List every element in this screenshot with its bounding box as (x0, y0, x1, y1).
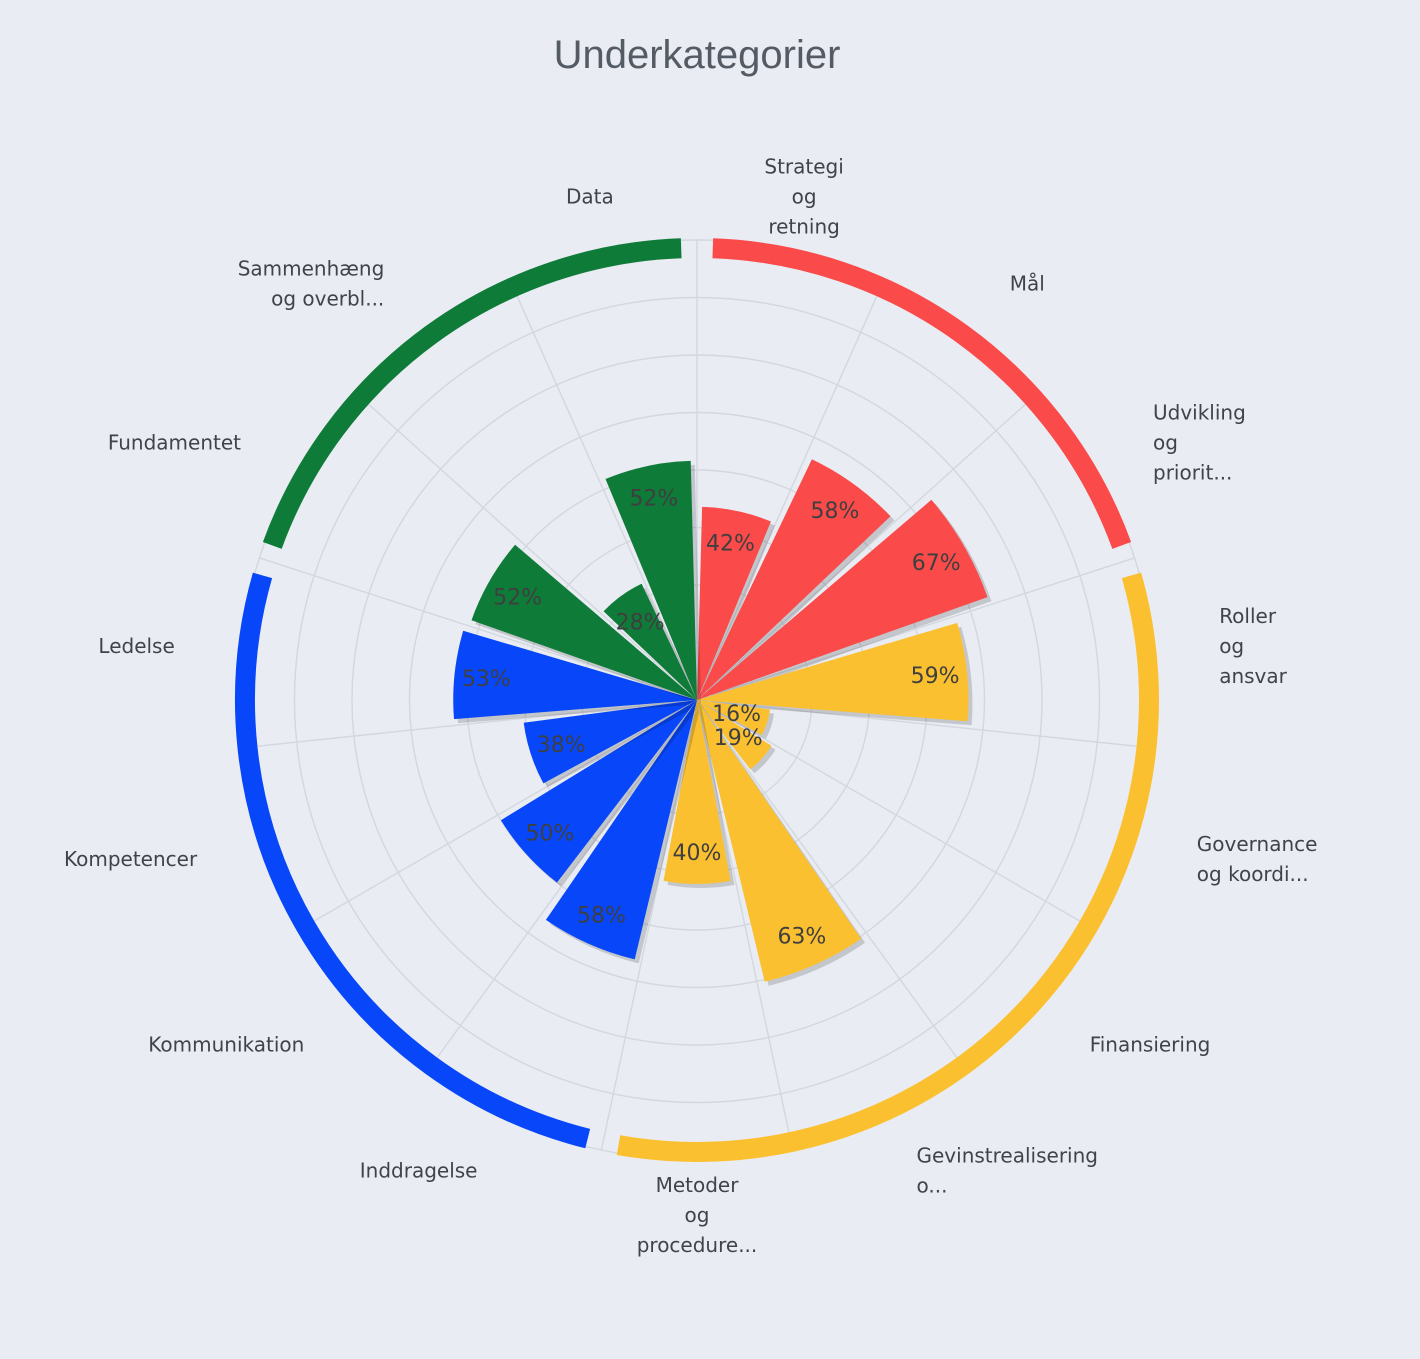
value-label-12: 53% (462, 667, 511, 692)
bar-14[interactable] (603, 583, 697, 700)
category-label-4: Roller og ansvar (1219, 604, 1287, 688)
bar-10[interactable] (500, 700, 697, 883)
bar-9[interactable] (545, 700, 697, 960)
grid-spoke (696, 699, 1155, 749)
grid-spoke (426, 699, 698, 1073)
group-ring-arc-blue (234, 572, 591, 1149)
grid-spoke (600, 699, 698, 1151)
value-label-7: 63% (777, 925, 826, 950)
value-label-5: 16% (712, 702, 761, 727)
value-label-10: 50% (525, 822, 574, 847)
chart-title: Underkategorier (554, 33, 841, 77)
grid-spoke (696, 557, 1135, 701)
bar-series (453, 459, 992, 986)
grid-spoke (696, 699, 794, 1151)
grid-spoke (509, 279, 698, 701)
grid-spoke (354, 391, 698, 701)
category-label-13: Fundamentet (108, 431, 241, 455)
value-label-14: 28% (616, 611, 665, 636)
value-label-6: 19% (714, 726, 763, 751)
category-label-15: Data (566, 184, 614, 208)
value-label-9: 58% (577, 904, 626, 929)
bar-15[interactable] (605, 460, 698, 700)
bar-1[interactable] (697, 506, 771, 700)
grid-spoke (239, 699, 698, 749)
value-label-15: 52% (629, 486, 678, 511)
category-label-5: Governance og koordi... (1197, 832, 1318, 886)
value-label-11: 38% (537, 733, 586, 758)
bar-11[interactable] (523, 700, 697, 784)
bar-7[interactable] (697, 700, 862, 982)
category-label-9: Inddragelse (360, 1159, 478, 1183)
grid-spoke (696, 699, 1096, 931)
category-labels: Strategi og retning Mål Udvikling og priorit..… (64, 154, 1317, 1257)
bar-4[interactable] (697, 622, 969, 722)
value-label-4: 59% (911, 664, 960, 689)
value-label-13: 52% (493, 585, 542, 610)
category-label-2: Mål (1010, 271, 1045, 295)
value-label-1: 42% (706, 531, 755, 556)
polar-grid (236, 239, 1158, 1161)
bar-12[interactable] (453, 630, 697, 720)
group-ring-arc-yellow (616, 572, 1159, 1162)
grid-spoke (298, 699, 698, 931)
bar-3[interactable] (697, 499, 988, 700)
group-ring-arc-green (262, 238, 682, 549)
value-labels: 42% 58% 67% 59% 16%19% 63% 40% 58% 50% 38% 53% 52% 2… (462, 486, 961, 949)
group-ring-arc-red (712, 238, 1132, 549)
category-label-6: Finansiering (1090, 1033, 1211, 1057)
category-label-8: Metoder og procedure... (637, 1173, 758, 1257)
category-label-7: Gevinstrealisering o... (917, 1144, 1098, 1198)
grid-spoke (696, 699, 968, 1073)
grid-spoke (696, 279, 885, 701)
bar-13[interactable] (471, 544, 698, 700)
grid-spoke (696, 391, 1040, 701)
value-label-2: 58% (811, 499, 860, 524)
category-label-10: Kommunikation (148, 1033, 304, 1057)
category-label-12: Ledelse (98, 634, 174, 658)
category-label-3: Udvikling og priorit... (1153, 401, 1246, 485)
category-label-14: Sammenhæng og overbl... (238, 256, 385, 310)
bar-5[interactable] (697, 700, 770, 736)
grid-spoke (259, 557, 698, 701)
bar-8[interactable] (663, 700, 731, 884)
bar-2[interactable] (697, 459, 891, 700)
category-label-11: Kompetencer (64, 847, 198, 871)
value-label-8: 40% (673, 841, 722, 866)
bar-6[interactable] (697, 700, 772, 770)
group-ring (234, 238, 1159, 1162)
category-label-1: Strategi og retning (764, 154, 843, 238)
value-label-3: 67% (912, 551, 961, 576)
